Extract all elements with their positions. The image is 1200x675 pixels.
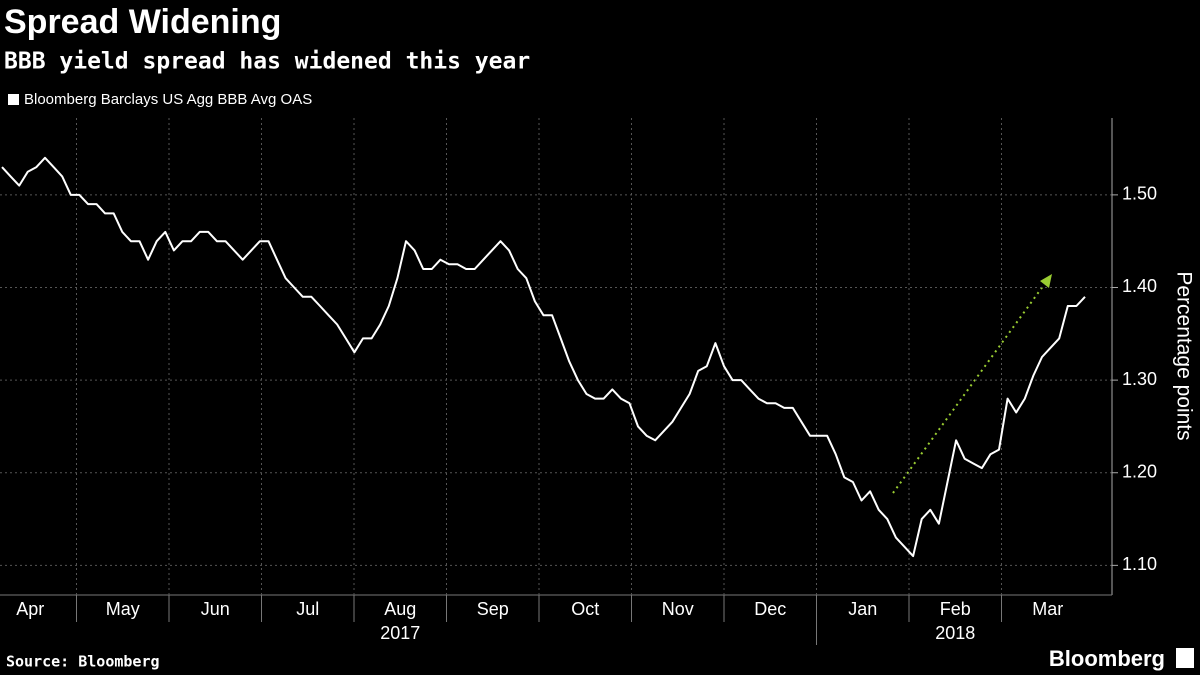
x-tick-label: Oct <box>571 599 599 619</box>
y-tick-label: 1.40 <box>1122 276 1157 296</box>
x-tick-label: Apr <box>16 599 44 619</box>
y-tick-label: 1.50 <box>1122 184 1157 204</box>
y-tick-label: 1.30 <box>1122 369 1157 389</box>
year-label: 2018 <box>935 623 975 643</box>
trend-arrow <box>892 281 1047 494</box>
x-tick-label: Jan <box>848 599 877 619</box>
legend-label: Bloomberg Barclays US Agg BBB Avg OAS <box>24 91 312 108</box>
x-tick-label: Dec <box>754 599 786 619</box>
y-axis-label: Percentage points <box>1172 271 1195 440</box>
y-tick-label: 1.10 <box>1122 554 1157 574</box>
trend-arrowhead <box>1040 274 1052 288</box>
line-series <box>1 156 1086 558</box>
legend-swatch <box>8 94 19 105</box>
chart-subtitle: BBB yield spread has widened this year <box>4 49 530 75</box>
x-tick-label: Aug <box>384 599 416 619</box>
year-label: 2017 <box>380 623 420 643</box>
y-tick-label: 1.20 <box>1122 461 1157 481</box>
x-tick-label: Feb <box>940 599 971 619</box>
source: Source: Bloomberg <box>6 653 160 671</box>
x-tick-label: Jul <box>296 599 319 619</box>
x-tick-label: Sep <box>477 599 509 619</box>
x-tick-label: Nov <box>662 599 694 619</box>
x-tick-label: Mar <box>1032 599 1063 619</box>
chart-title: Spread Widening <box>4 3 281 41</box>
brand: Bloomberg <box>1049 646 1165 671</box>
brand-icon <box>1176 648 1194 668</box>
x-tick-label: May <box>106 599 140 619</box>
x-tick-label: Jun <box>201 599 230 619</box>
